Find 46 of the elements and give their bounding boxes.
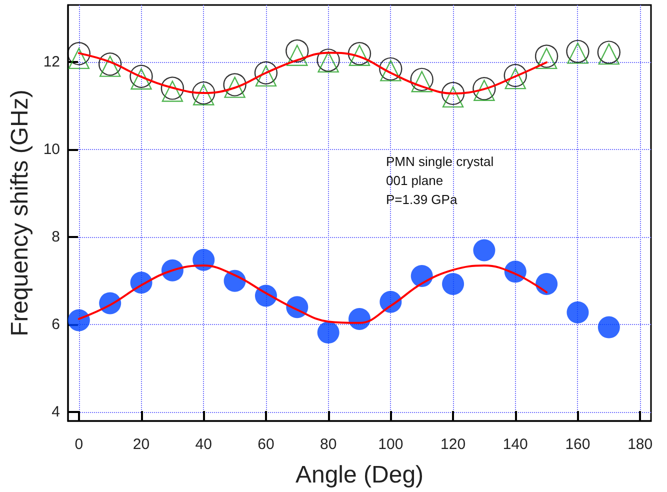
- x-tick-label: 60: [258, 436, 274, 453]
- point: [67, 42, 91, 66]
- point: [410, 265, 433, 288]
- point: [68, 309, 90, 332]
- point: [286, 39, 309, 63]
- point: [473, 239, 496, 262]
- y-tick-label: 4: [52, 404, 60, 421]
- x-tick-label: 20: [132, 436, 150, 453]
- y-tick-label: 8: [52, 228, 60, 246]
- x-tick-label: 120: [440, 436, 466, 453]
- point: [224, 76, 246, 98]
- point: [130, 68, 152, 90]
- point: [317, 322, 340, 344]
- x-tick-label: 160: [565, 436, 590, 453]
- x-tick-label: 180: [628, 436, 653, 453]
- point: [441, 82, 465, 106]
- x-tick-label: 80: [320, 436, 337, 453]
- point: [160, 76, 184, 100]
- point: [504, 64, 527, 88]
- y-tick-label: 6: [52, 316, 60, 334]
- point: [286, 44, 308, 66]
- point: [162, 80, 184, 102]
- point: [442, 272, 464, 295]
- point: [598, 316, 620, 338]
- point: [130, 64, 153, 88]
- y-tick-label: 10: [43, 141, 60, 158]
- x-tick-label: 40: [195, 436, 212, 453]
- point: [566, 301, 589, 324]
- annotation: 001 plane: [386, 173, 444, 188]
- point: [255, 65, 277, 87]
- y-tick-label: 12: [43, 53, 60, 70]
- point: [504, 68, 526, 90]
- x-tick-label: 100: [378, 436, 404, 453]
- x-tick-label: 140: [502, 436, 528, 453]
- annotation: PMN single crystal: [386, 154, 494, 169]
- point: [411, 71, 432, 92]
- point: [442, 86, 464, 108]
- point: [223, 73, 246, 96]
- annotation: P=1.39 GPa: [386, 192, 458, 207]
- point: [536, 272, 558, 295]
- point: [410, 68, 434, 92]
- point: [68, 48, 90, 70]
- x-tick-label: 0: [74, 436, 84, 453]
- point: [254, 61, 278, 84]
- y-axis-title: Frequency shifts (GHz): [6, 90, 34, 336]
- x-axis-title: Angle (Deg): [295, 462, 424, 488]
